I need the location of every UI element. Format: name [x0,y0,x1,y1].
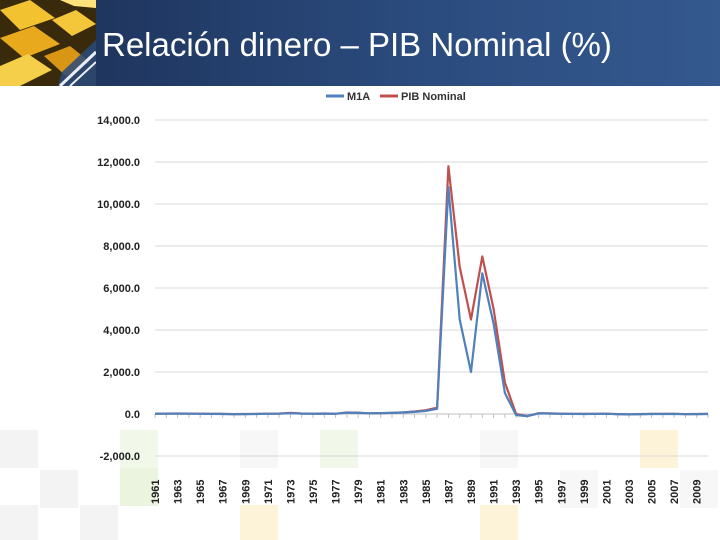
x-tick-label: 1991 [489,480,501,504]
y-tick-label: 2,000.0 [103,367,140,379]
x-tick-label: 2003 [624,480,636,504]
x-tick-label: 1989 [466,480,478,504]
chart-legend: M1A PIB Nominal [326,91,466,103]
x-tick-label: 1993 [511,480,523,504]
slide-title: Relación dinero – PIB Nominal (%) [102,26,612,63]
x-tick-label: 1961 [150,480,162,504]
x-tick-label: 1987 [443,480,455,504]
x-tick-label: 1979 [353,480,365,504]
x-tick-label: 1981 [376,480,388,504]
chart-gridlines [154,119,709,457]
chart-series [154,165,709,418]
x-tick-label: 2005 [647,480,659,504]
y-tick-label: 0.0 [125,409,140,421]
y-tick-label: 8,000.0 [103,241,140,253]
x-tick-label: 2001 [601,480,613,504]
x-tick-label: 1995 [534,480,546,504]
y-tick-label: -2,000.0 [100,451,140,463]
x-tick-label: 1971 [263,480,275,504]
background-tiles [0,430,718,540]
y-tick-label: 10,000.0 [97,199,140,211]
x-tick-label: 2007 [669,480,681,504]
gold-bars-image [0,0,96,86]
x-tick-label: 1977 [331,480,343,504]
y-tick-label: 12,000.0 [97,157,140,169]
legend-label: M1A [347,91,370,103]
x-tick-label: 1967 [218,480,230,504]
x-tick-label: 1975 [308,480,320,504]
series-line-m1a [154,186,709,418]
x-tick-label: 2009 [692,480,704,504]
x-tick-label: 1965 [195,480,207,504]
slide-header: Relación dinero – PIB Nominal (%) [0,0,720,86]
y-tick-label: 4,000.0 [103,325,140,337]
x-tick-label: 1985 [421,480,433,504]
y-tick-label: 14,000.0 [97,115,140,127]
x-tick-label: 1997 [556,480,568,504]
x-tick-label: 1973 [285,480,297,504]
legend-label: PIB Nominal [401,91,466,103]
x-axis-ticks: 1961 1963 1965 1967 1969 1971 1973 1975 1977 1979… [150,480,704,504]
x-tick-label: 1983 [398,480,410,504]
x-tick-label: 1963 [173,480,185,504]
y-axis-ticks: 14,000.0 12,000.0 10,000.0 8,000.0 6,000.0 4,… [97,115,140,463]
x-tick-label: 1999 [579,480,591,504]
x-tick-label: 1969 [240,480,252,504]
line-chart: M1A PIB Nominal 14,000.0 12,000.0 10,000.0 8… [97,91,709,504]
y-tick-label: 6,000.0 [103,283,140,295]
